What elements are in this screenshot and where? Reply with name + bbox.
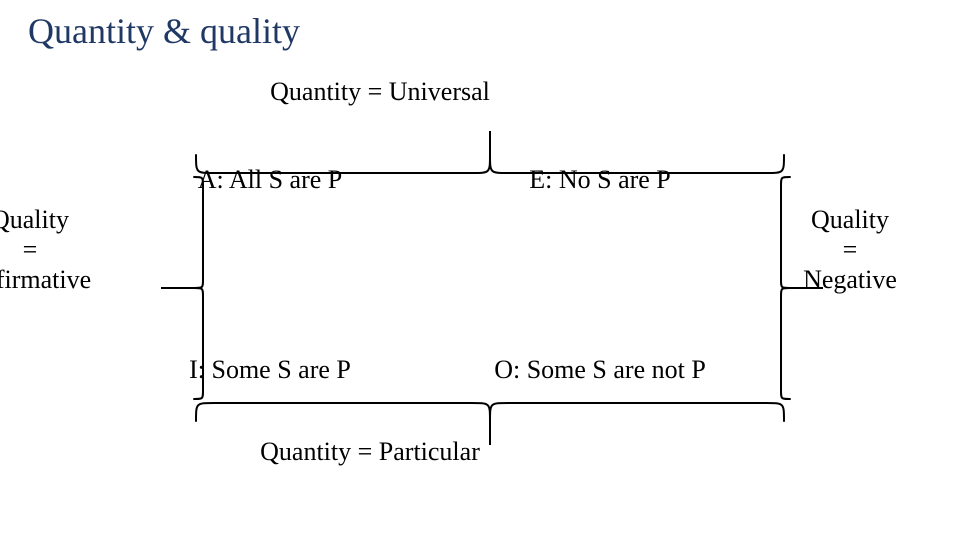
brace-right bbox=[780, 176, 824, 400]
page-title: Quantity & quality bbox=[28, 10, 300, 52]
label-left: Quality = Affirmative bbox=[0, 205, 91, 295]
brace-top bbox=[195, 130, 785, 174]
brace-bottom bbox=[195, 402, 785, 446]
slide: Quantity & quality Quantity = Universal … bbox=[0, 0, 960, 540]
cell-O: O: Some S are not P bbox=[494, 355, 706, 385]
label-top: Quantity = Universal bbox=[270, 77, 490, 107]
brace-left bbox=[160, 176, 204, 400]
cell-I: I: Some S are P bbox=[189, 355, 351, 385]
